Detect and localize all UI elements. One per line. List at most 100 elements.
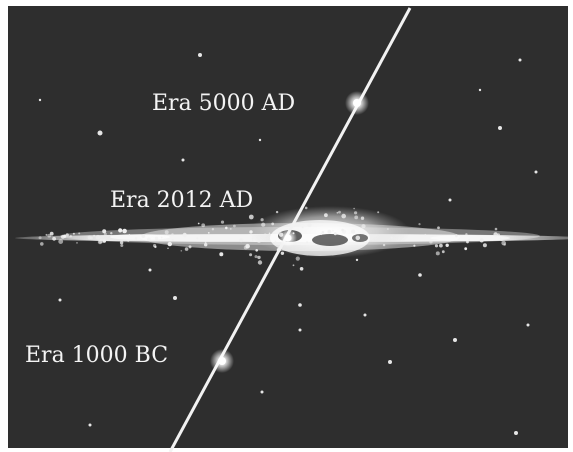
star [526, 323, 530, 327]
star [453, 338, 457, 342]
disk-star [271, 222, 275, 226]
disk-star [128, 234, 131, 236]
disk-star [102, 239, 107, 243]
disk-star [78, 232, 81, 235]
disk-star [204, 243, 208, 247]
disk-star [120, 244, 124, 247]
star [258, 138, 262, 142]
disk-star [38, 236, 42, 240]
disk-star [65, 233, 69, 237]
disk-star [333, 232, 337, 236]
disk-star [233, 224, 236, 228]
star [418, 273, 422, 277]
era-marker-5000-ad [345, 91, 369, 115]
disk-star [280, 251, 285, 255]
disk-star [251, 239, 254, 242]
disk-star [182, 232, 187, 238]
disk-star [445, 243, 449, 247]
disk-star [147, 237, 151, 241]
disk-star [465, 233, 468, 236]
disk-star [387, 228, 389, 230]
disk-star [225, 226, 228, 230]
star [97, 130, 103, 136]
disk-star [201, 223, 206, 228]
disk-star [167, 241, 172, 247]
disk-star [494, 227, 498, 231]
disk-star [275, 210, 279, 214]
star [534, 170, 538, 174]
star [298, 328, 302, 332]
disk-star [122, 228, 127, 234]
disk-star [468, 238, 471, 241]
disk-star [49, 231, 54, 236]
disk-star [134, 237, 138, 240]
disk-star [255, 249, 258, 252]
disk-star [296, 222, 300, 226]
disk-star [299, 267, 304, 271]
disk-star [441, 250, 445, 254]
disk-star [47, 233, 51, 238]
disk-star [319, 246, 324, 250]
disk-star [295, 256, 300, 261]
disk-star [141, 234, 146, 239]
disk-star [439, 243, 443, 248]
disk-star [464, 247, 468, 251]
star [58, 298, 62, 302]
disk-star [230, 228, 232, 230]
disk-star [342, 229, 347, 234]
disk-star [154, 236, 159, 241]
disk-star [171, 233, 174, 236]
disk-star [332, 229, 334, 232]
disk-star [354, 211, 358, 215]
disk-star [257, 260, 263, 265]
era-label-5000-ad: Era 5000 AD [152, 91, 295, 116]
disk-star [321, 231, 325, 234]
disk-star [301, 226, 304, 229]
disk-star [196, 237, 199, 240]
disk-star [207, 232, 210, 234]
disk-star [40, 242, 44, 246]
star [298, 303, 302, 307]
disk-star [87, 235, 92, 240]
disk-star [251, 237, 254, 240]
star [181, 158, 185, 162]
disk-star [503, 243, 506, 246]
disk-star [435, 251, 440, 256]
disk-star [307, 222, 312, 228]
disk-star [154, 245, 157, 249]
disk-star [197, 222, 200, 225]
star [118, 198, 122, 202]
disk-star [354, 215, 359, 220]
disk-star [52, 236, 56, 241]
disk-star [127, 239, 130, 242]
disk-star [256, 238, 262, 243]
disk-star [239, 238, 244, 243]
disk-star [76, 242, 78, 244]
disk-star [254, 255, 258, 259]
disk-star [219, 252, 224, 257]
disk-star [324, 213, 328, 218]
disk-star [274, 240, 277, 243]
disk-star [479, 238, 484, 243]
disk-star [304, 206, 308, 210]
disk-star [434, 244, 439, 248]
disk-star [95, 234, 101, 240]
era-marker-2012-ad [279, 229, 297, 247]
disk-star [390, 236, 393, 239]
star [173, 296, 177, 300]
disk-star [103, 232, 107, 236]
disk-star [261, 222, 266, 227]
disk-star [338, 210, 341, 214]
star [363, 313, 367, 317]
disk-star [119, 240, 124, 245]
star [148, 268, 152, 272]
disk-star [341, 213, 347, 219]
disk-star [377, 211, 380, 214]
disk-star [63, 234, 66, 238]
disk-star [382, 243, 386, 247]
disk-star [493, 232, 498, 237]
disk-star [98, 239, 104, 244]
disk-star [102, 229, 107, 234]
disk-star [58, 239, 64, 245]
star [388, 360, 392, 364]
